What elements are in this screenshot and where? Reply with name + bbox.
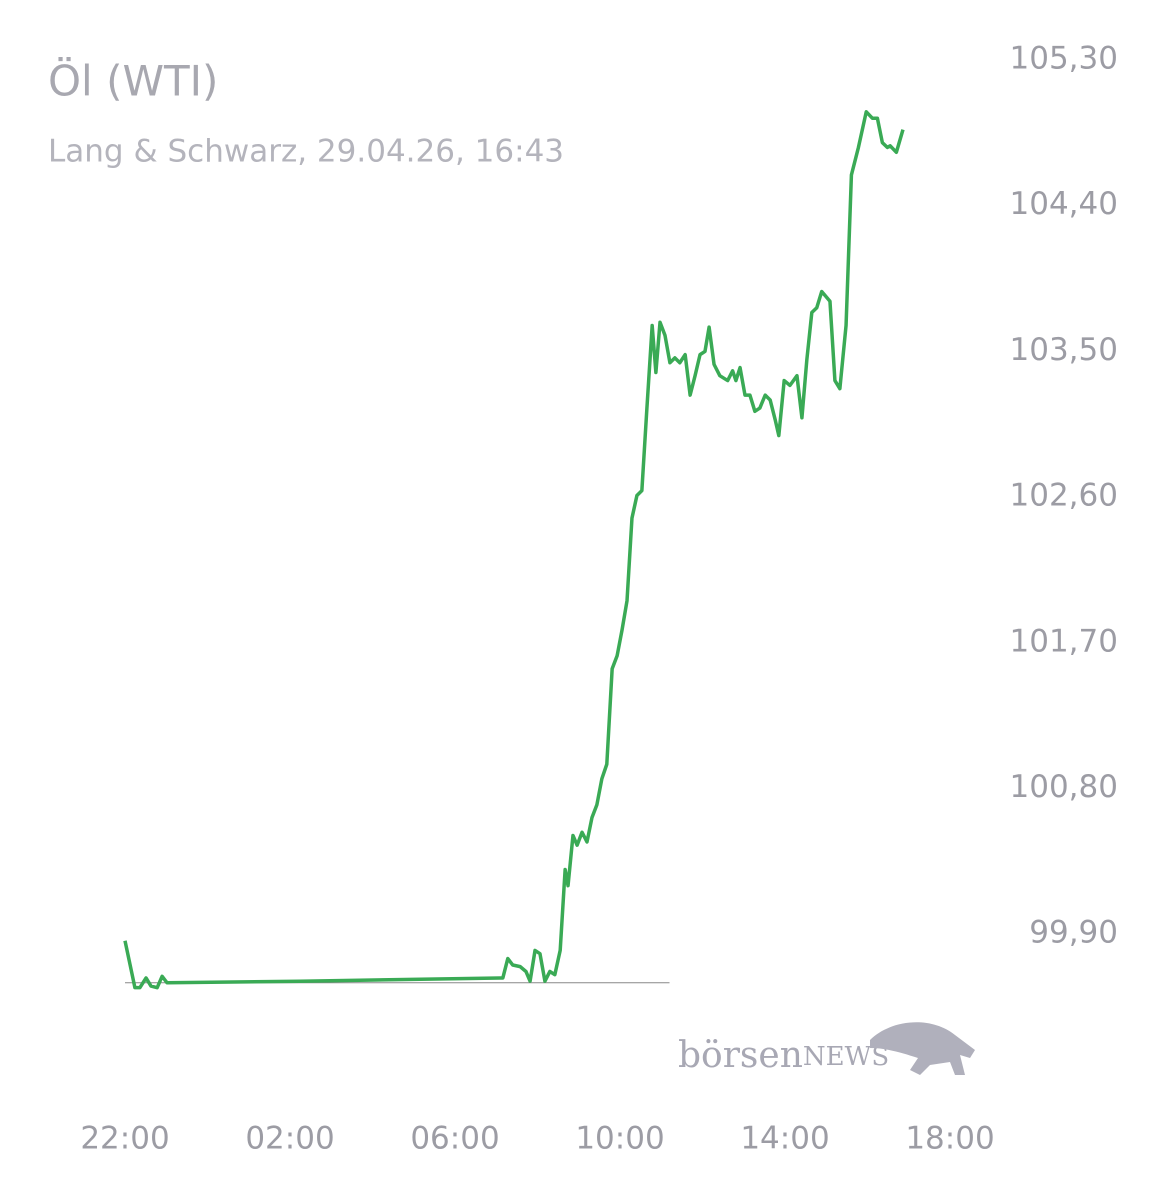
y-tick-label: 102,60: [1010, 478, 1118, 514]
chart-subtitle: Lang & Schwarz, 29.04.26, 16:43: [48, 134, 564, 170]
x-tick-label: 14:00: [740, 1121, 829, 1157]
y-tick-label: 100,80: [1010, 769, 1118, 805]
x-tick-label: 22:00: [80, 1121, 169, 1157]
bull-icon: [870, 1022, 975, 1075]
y-tick-label: 104,40: [1010, 186, 1118, 222]
y-tick-label: 105,30: [1010, 41, 1118, 77]
x-tick-label: 18:00: [905, 1121, 994, 1157]
y-tick-label: 101,70: [1010, 623, 1118, 659]
y-tick-label: 103,50: [1010, 332, 1118, 368]
x-tick-label: 06:00: [410, 1121, 499, 1157]
y-tick-label: 99,90: [1029, 915, 1118, 951]
x-tick-label: 02:00: [245, 1121, 334, 1157]
watermark-part: börsen: [678, 1035, 803, 1076]
watermark-text: börsenNEWS: [678, 1035, 889, 1076]
chart-title: Öl (WTI): [48, 56, 218, 106]
price-line: [123, 110, 905, 990]
watermark: börsenNEWS: [678, 1022, 975, 1076]
x-tick-label: 10:00: [575, 1121, 664, 1157]
